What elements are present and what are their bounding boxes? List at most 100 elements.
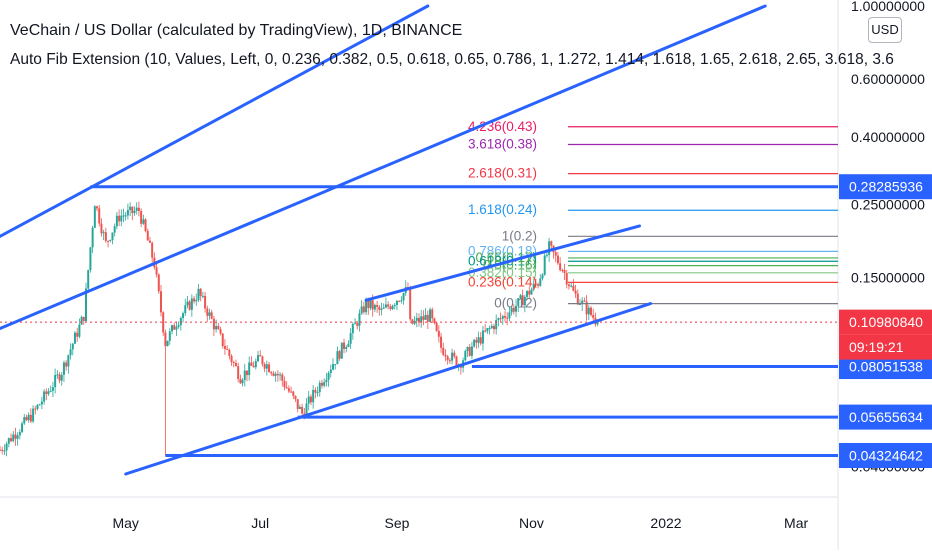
candle [433,317,436,325]
candle [411,318,414,325]
candle [257,350,260,363]
fib-level-label: 0.65(0.17) [475,250,537,265]
candle [82,316,85,325]
candle [497,317,500,327]
candle [186,295,189,309]
candle [556,251,559,265]
candle [36,404,39,411]
candle [43,389,46,405]
current-price-tag: 0.10980840 [839,309,932,335]
trendline[interactable] [0,4,430,238]
candle [250,356,253,366]
candle [142,214,145,225]
candle [398,300,401,303]
trendline[interactable] [0,4,767,331]
candle [570,282,573,288]
candle [323,378,326,388]
trendline[interactable] [364,224,642,302]
candle [221,333,224,349]
fib-level[interactable]: 0(0.12) [494,296,838,311]
candle [325,372,328,387]
candle [56,369,59,379]
candle [499,312,502,322]
candle [12,431,15,443]
candle [175,321,178,336]
candle [164,329,167,456]
candle [360,300,363,316]
candle [47,388,50,396]
time-axis-layer: May Jul Sep Nov 2022 Mar [112,515,808,531]
candle [413,316,416,326]
candle [561,268,564,273]
candle [281,372,284,387]
candle [429,307,432,323]
candle [316,386,319,397]
fib-level[interactable]: 0.236(0.14) [468,274,838,289]
candle [58,372,61,384]
candle [140,208,143,228]
fib-level[interactable]: 1(0.2) [502,228,838,243]
fib-level[interactable]: 0.65(0.17) [475,250,838,265]
candle [470,341,473,359]
candle [25,414,28,422]
countdown-tag: 09:19:21 [839,334,932,360]
fib-level[interactable]: 0.786(0.18) [468,243,838,258]
candle [290,386,293,393]
candle [453,350,456,359]
price-tick-label: 0.40000000 [851,129,925,145]
candle [523,294,526,313]
candle [378,304,381,316]
candle [534,278,537,289]
candle [298,404,301,410]
candle [199,287,202,302]
candle [193,296,196,304]
currency-unit-button[interactable]: USD [868,17,902,43]
time-tick-label: Mar [784,515,808,531]
candle [234,359,237,367]
fib-level[interactable]: 2.618(0.31) [468,166,838,181]
svg-text:0.05655634: 0.05655634 [849,409,923,425]
candle [508,306,511,322]
candle [188,300,191,311]
candle [504,311,507,322]
candle [51,381,54,398]
fib-extension-layer: 4.236(0.43)3.618(0.38)2.618(0.31)1.618(0… [468,119,838,311]
svg-text:0.10980840: 0.10980840 [849,314,923,330]
candle [382,303,385,309]
trendline[interactable] [124,302,653,476]
candle [466,346,469,357]
candle [276,370,279,382]
candle [162,311,165,337]
candle [32,405,35,424]
candle [179,316,182,331]
candle [473,338,476,348]
candle [10,433,13,443]
indicator-legend[interactable]: Auto Fib Extension (10, Values, Left, 0,… [10,51,894,68]
candle [159,285,162,317]
candle [155,263,158,278]
candle [166,340,169,347]
candle [347,340,350,348]
candle [34,405,37,415]
candle [18,429,21,440]
candle [528,286,531,299]
candle [484,324,487,333]
candle [126,203,129,220]
candle [98,205,101,227]
candle [204,291,207,313]
candle [115,212,118,230]
candle [495,314,498,335]
fib-level[interactable]: 0.5(0.16) [483,258,838,273]
candle [111,232,114,245]
fib-level[interactable]: 1.618(0.24) [468,202,838,217]
time-tick-label: Jul [251,515,269,531]
candle [54,368,57,394]
candle [565,270,568,289]
candle [151,241,154,263]
fib-level[interactable]: 3.618(0.38) [468,136,838,151]
candle [424,308,427,320]
candle [80,315,83,325]
candle [144,218,147,233]
